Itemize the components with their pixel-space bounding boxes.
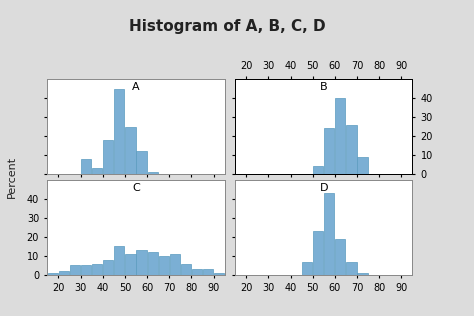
Text: B: B xyxy=(320,82,328,92)
Bar xyxy=(81,159,91,174)
Bar xyxy=(147,172,158,174)
Bar xyxy=(92,264,102,275)
Bar xyxy=(103,260,113,275)
Bar xyxy=(48,273,58,275)
Bar xyxy=(192,269,202,275)
Bar xyxy=(59,271,69,275)
Bar xyxy=(114,246,125,275)
Bar xyxy=(346,262,356,275)
Bar xyxy=(170,254,180,275)
Bar xyxy=(335,98,346,174)
Bar xyxy=(92,168,102,174)
Text: C: C xyxy=(132,183,140,193)
Bar xyxy=(137,250,146,275)
Bar xyxy=(357,157,368,174)
Bar xyxy=(70,265,80,275)
Bar xyxy=(214,273,224,275)
Text: Histogram of A, B, C, D: Histogram of A, B, C, D xyxy=(129,19,326,34)
Bar xyxy=(313,231,323,275)
Bar xyxy=(114,88,125,174)
Bar xyxy=(324,129,335,174)
Bar xyxy=(335,239,346,275)
Bar xyxy=(324,193,335,275)
Bar xyxy=(137,151,146,174)
Text: D: D xyxy=(319,183,328,193)
Bar xyxy=(147,252,158,275)
Bar xyxy=(357,273,368,275)
Bar xyxy=(346,125,356,174)
Bar xyxy=(103,140,113,174)
Bar xyxy=(159,256,169,275)
Bar xyxy=(203,269,213,275)
Bar xyxy=(125,126,136,174)
Bar xyxy=(125,254,136,275)
Bar xyxy=(81,265,91,275)
Bar xyxy=(181,264,191,275)
Bar xyxy=(302,262,312,275)
Bar xyxy=(313,167,323,174)
Text: Percent: Percent xyxy=(7,156,17,198)
Text: A: A xyxy=(132,82,140,92)
